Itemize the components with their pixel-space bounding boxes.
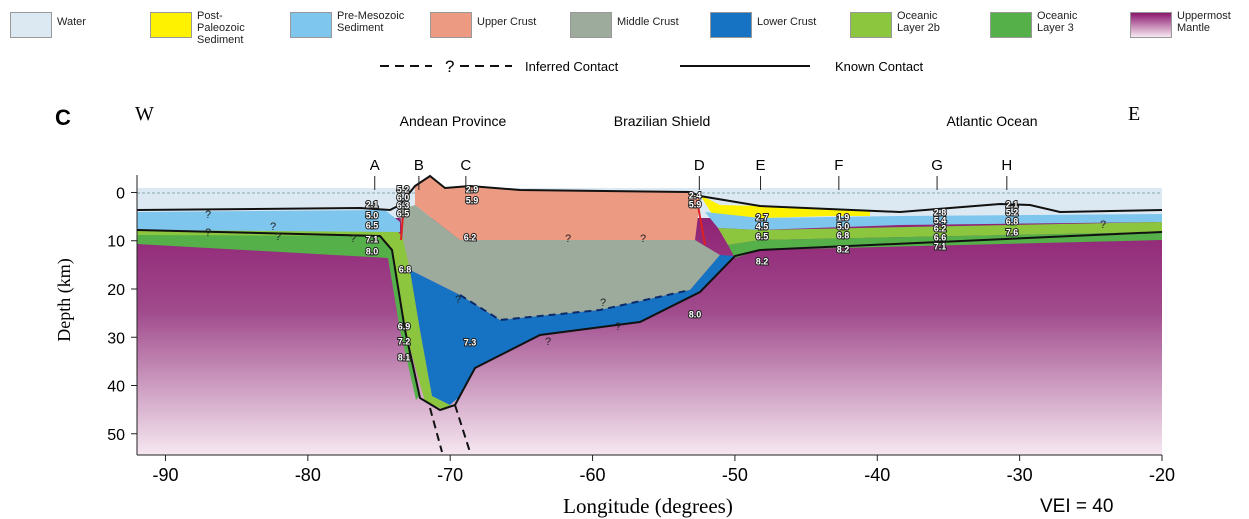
question-mark: ?: [600, 297, 606, 309]
question-mark: ?: [545, 336, 551, 348]
x-tick-label: -90: [152, 465, 178, 485]
velocity: 6.8: [837, 230, 850, 240]
legend-label: Pre-Mesozoic Sediment: [337, 10, 407, 34]
legend-swatch: [850, 12, 892, 38]
y-tick-label: 0: [116, 185, 125, 202]
x-tick-label: -20: [1149, 465, 1175, 485]
question-mark: ?: [205, 227, 211, 239]
station-label: B: [414, 157, 424, 174]
velocity: 4.5: [756, 221, 769, 231]
legend-label: Upper Crust: [477, 16, 547, 28]
y-label: Depth (km): [54, 258, 75, 341]
velocity: 6.5: [397, 208, 410, 218]
east: E: [1128, 103, 1140, 125]
station-label: C: [460, 157, 471, 174]
question-mark: ?: [565, 233, 571, 245]
legend-swatch: [430, 12, 472, 38]
page: ? Inferred Contact Known Contact C W E A…: [0, 0, 1249, 519]
question-mark: ?: [1100, 219, 1106, 231]
legend-label: Oceanic Layer 3: [1037, 10, 1107, 34]
x-tick-label: -50: [722, 465, 748, 485]
legend-swatch: [290, 12, 332, 38]
legend-label: Uppermost Mantle: [1177, 10, 1247, 34]
x-tick-label: -60: [580, 465, 606, 485]
legend-swatch: [150, 12, 192, 38]
velocity: 7.6: [1006, 227, 1019, 237]
question-mark: ?: [615, 321, 621, 333]
velocity: 2.9: [466, 184, 479, 194]
region: Brazilian Shield: [614, 113, 711, 129]
legend-q: ?: [445, 57, 454, 76]
legend-label: Water: [57, 16, 127, 28]
question-mark: ?: [275, 231, 281, 243]
velocity: 7.1: [366, 234, 379, 244]
upper-crust: [415, 176, 700, 240]
velocity: 7.2: [398, 336, 411, 346]
velocity: 7.1: [934, 241, 947, 251]
legend-label: Lower Crust: [757, 16, 827, 28]
velocity: 6.5: [366, 220, 379, 230]
legend-swatch: [990, 12, 1032, 38]
velocity: 8.2: [756, 256, 769, 266]
pre-mesozoic: [137, 210, 400, 232]
y-tick-label: 10: [107, 234, 125, 251]
station-label: H: [1001, 157, 1012, 174]
velocity: 5.0: [366, 210, 379, 220]
velocity: 6.8: [399, 264, 412, 274]
legend-swatch: [570, 12, 612, 38]
legend-text: Known Contact: [835, 59, 924, 74]
legend-swatch: [710, 12, 752, 38]
velocity: 6.8: [1006, 216, 1019, 226]
velocity: 2.1: [366, 199, 379, 209]
velocity: 8.0: [366, 246, 379, 256]
x-tick-label: -30: [1007, 465, 1033, 485]
station-label: A: [370, 157, 380, 174]
region: Andean Province: [400, 113, 507, 129]
question-mark: ?: [455, 294, 461, 306]
region: Atlantic Ocean: [946, 113, 1037, 129]
legend-label: Oceanic Layer 2b: [897, 10, 967, 34]
y-tick-label: 20: [107, 282, 125, 299]
question-mark: ?: [350, 233, 356, 245]
x-tick-label: -40: [864, 465, 890, 485]
station-label: E: [756, 157, 766, 174]
panel-letter: C: [55, 105, 71, 130]
x-tick-label: -80: [295, 465, 321, 485]
y-tick-label: 50: [107, 427, 125, 444]
x-tick-label: -70: [437, 465, 463, 485]
x-label: Longitude (degrees): [563, 494, 733, 518]
legend-label: Middle Crust: [617, 16, 687, 28]
velocity: 8.2: [837, 244, 850, 254]
question-mark: ?: [205, 209, 211, 221]
velocity: 5.9: [466, 195, 479, 205]
legend-label: Post-Paleozoic Sediment: [197, 10, 267, 46]
velocity: 6.9: [398, 321, 411, 331]
legend-swatch: [1130, 12, 1172, 38]
station-label: D: [694, 157, 705, 174]
station-label: F: [834, 157, 843, 174]
note: VEI = 40: [1040, 496, 1113, 517]
question-mark: ?: [640, 233, 646, 245]
velocity: 6.5: [756, 231, 769, 241]
y-tick-label: 40: [107, 379, 125, 396]
velocity: 6.2: [464, 232, 477, 242]
legend-swatch: [10, 12, 52, 38]
velocity: 8.0: [689, 309, 702, 319]
legend-text: Inferred Contact: [525, 59, 619, 74]
velocity: 7.3: [464, 337, 477, 347]
station-label: G: [931, 157, 943, 174]
west: W: [135, 103, 154, 125]
y-tick-label: 30: [107, 330, 125, 347]
velocity: 8.1: [398, 352, 411, 362]
figure: ? Inferred Contact Known Contact C W E A…: [0, 0, 1249, 519]
velocity: 5.9: [689, 199, 702, 209]
